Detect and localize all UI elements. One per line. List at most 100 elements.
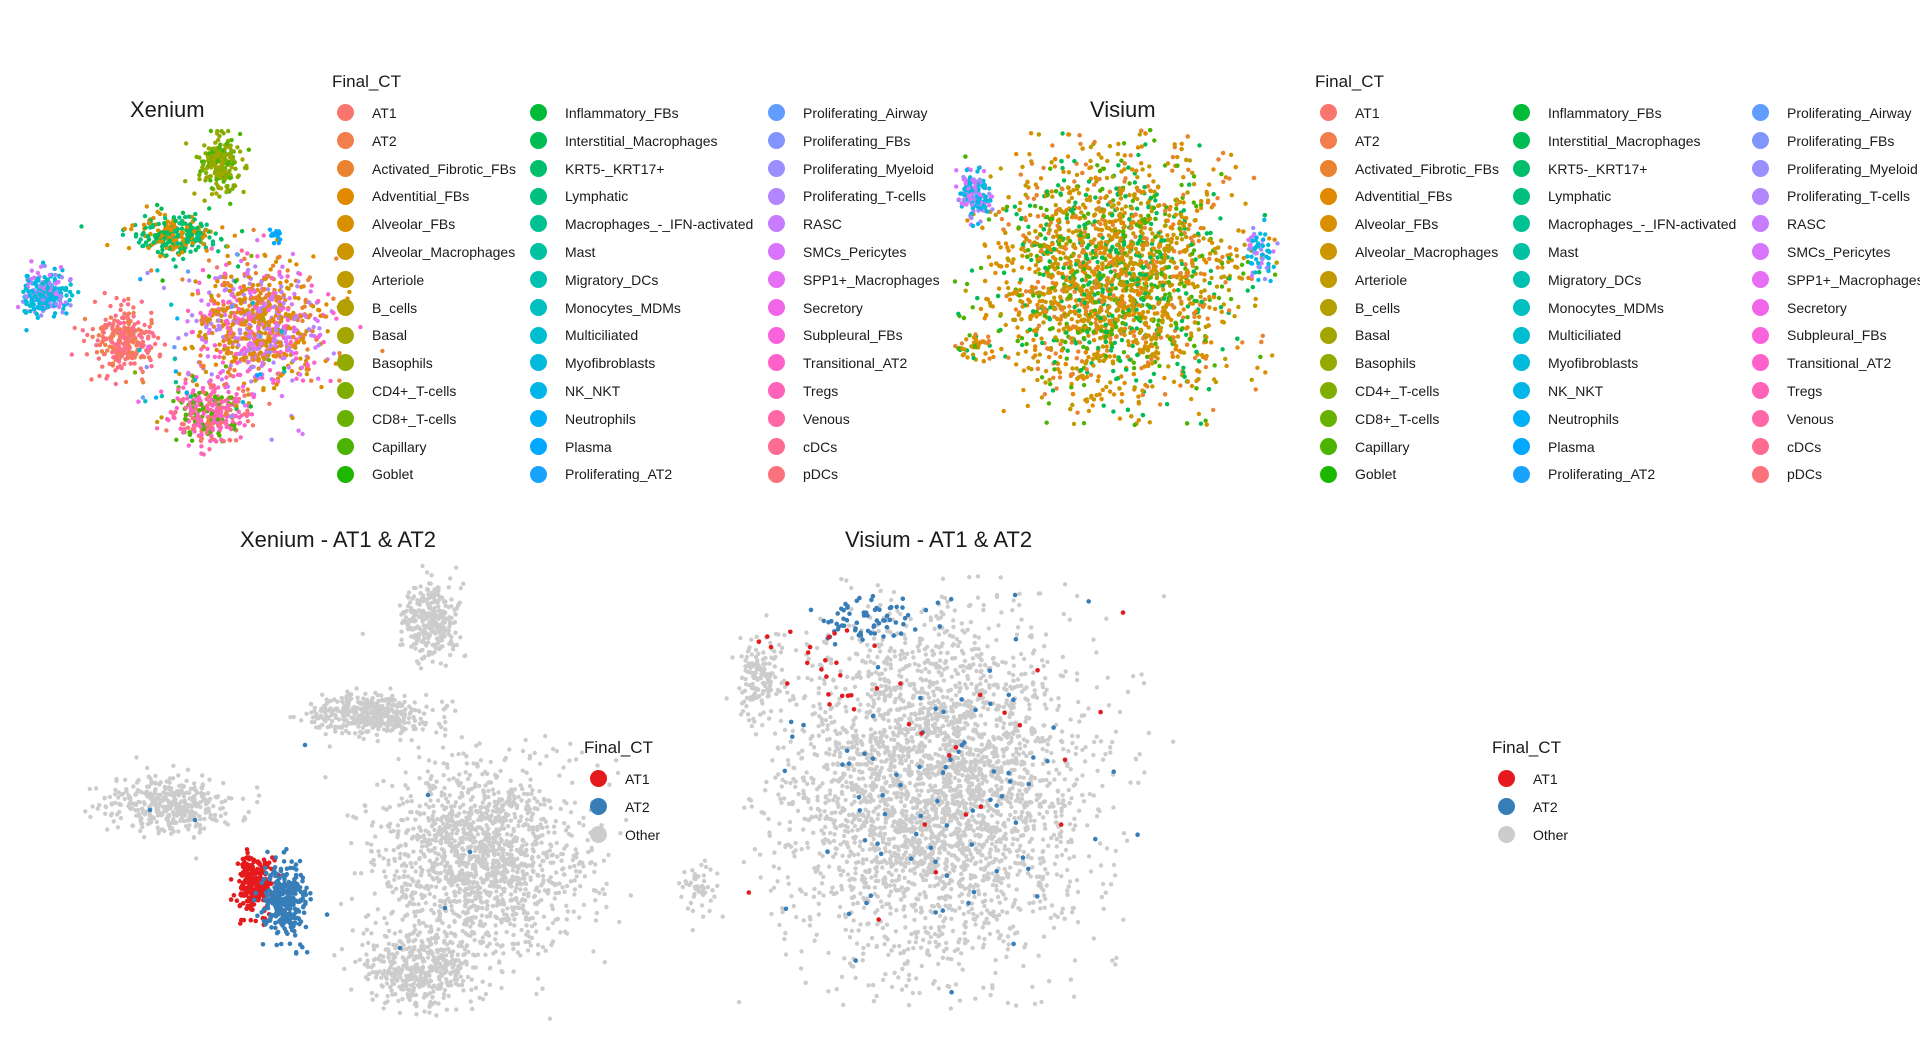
cell-point	[162, 230, 167, 235]
spot-point	[1153, 234, 1158, 240]
spot-point	[1076, 313, 1082, 319]
cell-point	[189, 438, 195, 443]
spot-point	[1202, 288, 1207, 293]
spot-point	[1083, 226, 1088, 231]
spot-point	[1175, 163, 1180, 168]
cell-point	[225, 305, 230, 311]
spot-point	[1181, 192, 1186, 197]
cell-point	[258, 334, 263, 339]
cell-point	[253, 378, 258, 383]
cell-point	[47, 272, 52, 278]
spot-point	[1149, 221, 1154, 227]
cell-point	[220, 153, 226, 158]
cell-point	[235, 360, 240, 366]
cell-point	[249, 392, 254, 397]
cell-point	[205, 415, 211, 420]
spot-point	[970, 223, 976, 229]
spot-point	[1068, 208, 1074, 213]
spot-point	[1125, 354, 1130, 359]
spot-point	[1178, 383, 1183, 388]
spot-point	[1184, 421, 1190, 426]
cell-point	[209, 165, 214, 170]
cell-point	[179, 250, 185, 255]
cell-point	[23, 298, 28, 303]
cell-point	[285, 268, 290, 273]
cell-point	[241, 284, 246, 289]
cell-point	[185, 269, 191, 274]
cell-point	[250, 423, 256, 428]
spot-point	[1179, 275, 1185, 280]
spot-point	[1119, 255, 1125, 260]
cell-point	[291, 358, 296, 363]
spot-point	[1117, 328, 1122, 333]
cell-point	[174, 237, 179, 243]
cell-point	[268, 267, 273, 272]
spot-point	[1193, 355, 1198, 361]
cell-point	[201, 390, 207, 395]
spot-point	[1042, 392, 1047, 397]
cell-point	[203, 369, 209, 375]
cell-point	[210, 330, 215, 336]
spot-point	[1154, 275, 1159, 281]
cell-point	[159, 415, 164, 420]
spot-point	[1168, 258, 1174, 264]
spot-point	[1171, 335, 1176, 340]
cell-point	[174, 405, 179, 411]
spot-point	[1162, 211, 1168, 217]
spot-point	[1135, 288, 1140, 293]
cell-point	[155, 419, 160, 425]
cell-point	[215, 417, 220, 422]
spot-point	[1117, 314, 1122, 319]
spot-point	[1025, 403, 1030, 409]
spot-point	[1078, 368, 1084, 373]
spot-point	[1156, 203, 1161, 208]
spot-point	[1235, 336, 1240, 341]
spot-point	[1221, 320, 1227, 325]
cell-point	[205, 406, 210, 411]
cell-point	[51, 314, 57, 319]
spot-point	[1073, 341, 1079, 346]
spot-point	[989, 262, 994, 267]
spot-point	[1081, 421, 1087, 426]
spot-point	[1129, 414, 1134, 419]
spot-point	[1021, 387, 1026, 393]
spot-point	[1146, 213, 1151, 218]
cell-point	[310, 329, 315, 334]
spot-point	[1152, 266, 1157, 271]
cell-point	[142, 322, 147, 328]
spot-point	[1114, 334, 1119, 340]
spot-point	[1143, 281, 1149, 286]
cell-point	[149, 310, 154, 315]
spot-point	[1143, 142, 1148, 147]
cell-point	[126, 338, 132, 343]
cell-point	[305, 347, 310, 352]
spot-point	[1160, 318, 1165, 323]
cell-point	[211, 160, 216, 165]
spot-point	[980, 225, 985, 230]
spot-point	[1072, 179, 1077, 184]
spot-point	[1181, 248, 1186, 254]
cell-point	[208, 178, 213, 183]
cell-point	[246, 274, 252, 280]
spot-point	[1219, 238, 1224, 243]
spot-point	[1216, 295, 1222, 301]
cell-point	[38, 264, 44, 269]
cell-point	[109, 340, 115, 345]
spot-point	[1162, 375, 1167, 381]
cell-point	[210, 239, 216, 244]
cell-point	[193, 247, 198, 253]
spot-point	[1118, 196, 1124, 201]
spot-point	[1196, 377, 1201, 382]
cell-point	[29, 259, 34, 264]
spot-point	[1173, 347, 1178, 352]
cell-point	[269, 296, 274, 301]
spot-point	[1149, 357, 1154, 362]
spot-point	[1055, 316, 1060, 322]
spot-point	[1270, 353, 1275, 358]
cell-point	[316, 298, 321, 304]
cell-point	[199, 444, 204, 449]
spot-point	[1166, 364, 1171, 369]
spot-point	[1003, 230, 1008, 235]
cell-point	[149, 364, 154, 369]
spot-point	[1121, 240, 1127, 245]
